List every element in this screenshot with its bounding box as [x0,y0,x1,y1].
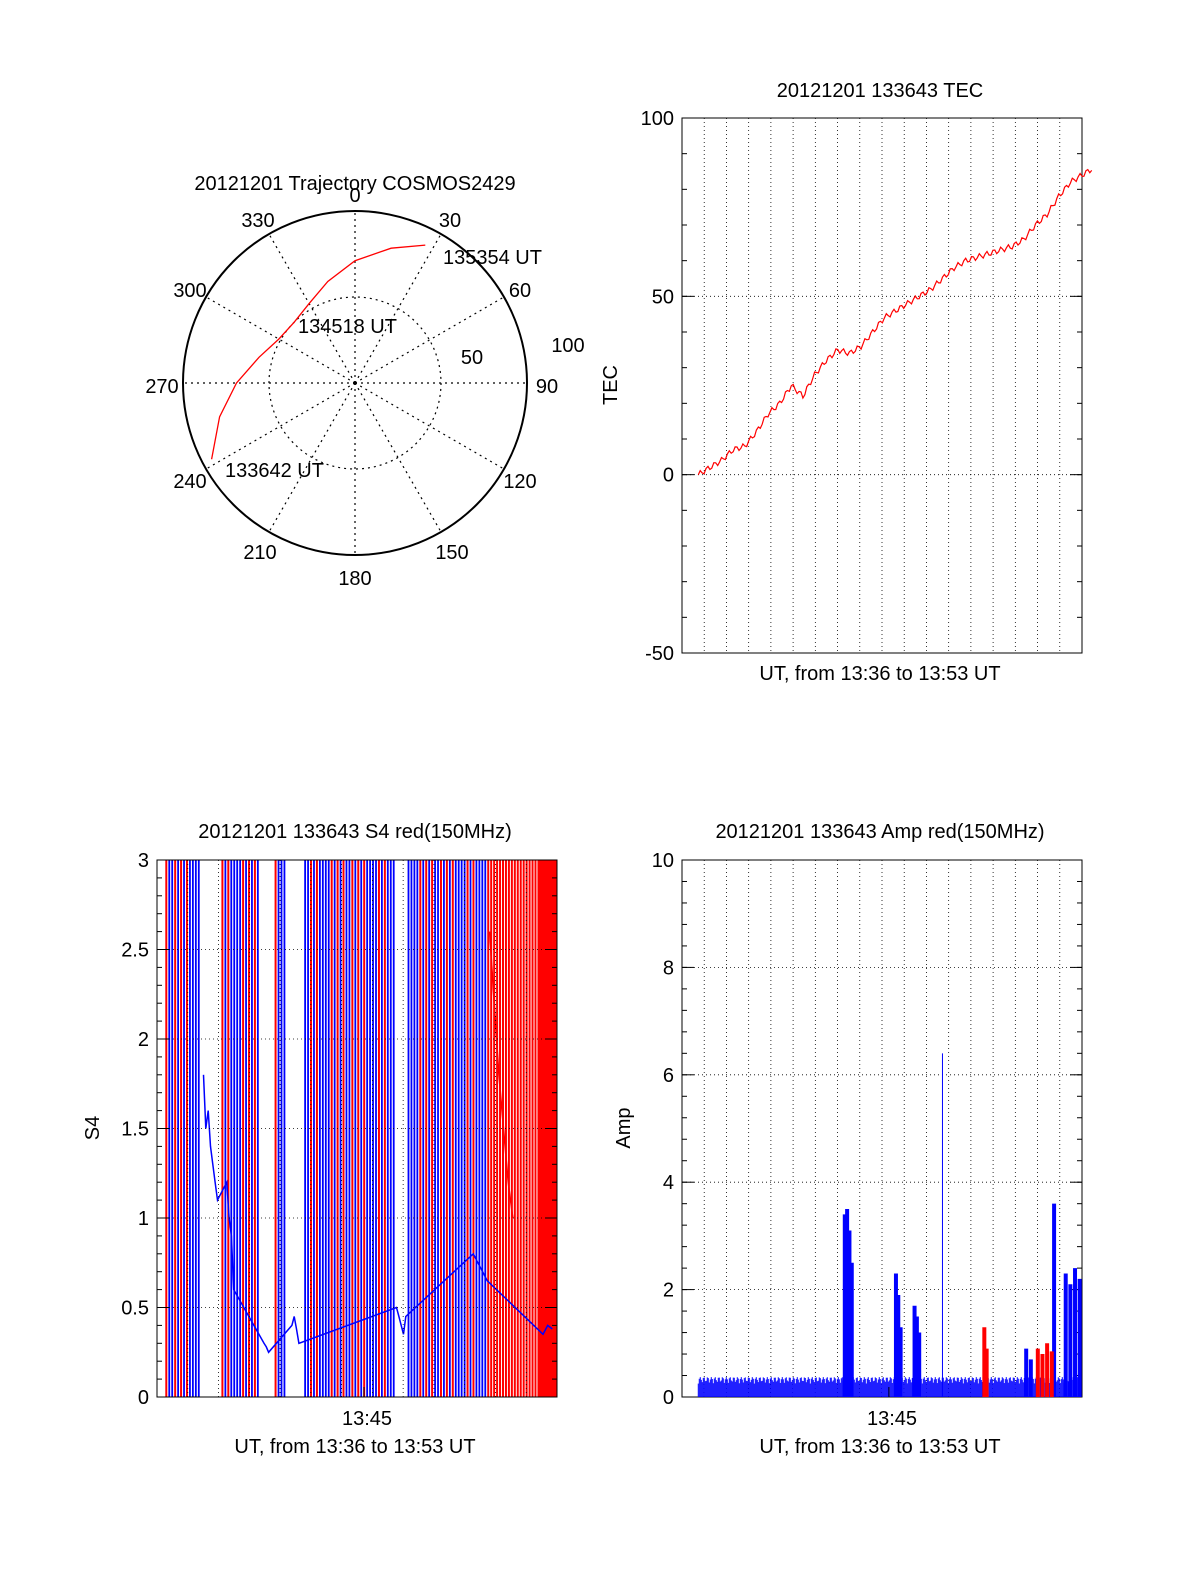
polar-spoke [205,296,356,384]
tec-title: 20121201 133643 TEC [777,80,983,102]
s4-ytick-label: 0 [138,1387,149,1409]
tec-series-line [697,168,1093,475]
polar-angle-label: 210 [243,542,276,564]
polar-angle-label: 60 [509,280,531,302]
s4-ytick-label: 2.5 [121,940,149,962]
polar-time-label: 135354 UT [443,247,542,269]
amp-xlabel: UT, from 13:36 to 13:53 UT [759,1436,1000,1458]
amp-plot: 20121201 133643 Amp red(150MHz) 13:45 UT… [613,821,1083,1458]
amp-title: 20121201 133643 Amp red(150MHz) [715,821,1044,843]
amp-ytick-label: 0 [663,1387,674,1409]
tec-plot: 20121201 133643 TEC UT, from 13:36 to 13… [600,80,1093,685]
amp-ytick-label: 8 [663,957,674,979]
polar-spoke [205,382,356,470]
polar-angle-label: 30 [439,210,461,232]
polar-angle-label: 180 [338,568,371,590]
tec-ytick-label: -50 [645,643,674,665]
amp-ytick-label: 2 [663,1280,674,1302]
s4-title: 20121201 133643 S4 red(150MHz) [198,821,512,843]
amp-ytick-label: 6 [663,1065,674,1087]
s4-ylabel: S4 [82,1116,104,1140]
s4-ytick-label: 2 [138,1029,149,1051]
polar-spoke [354,382,505,470]
polar-angle-label: 0 [349,185,360,207]
polar-spoke [354,233,442,384]
amp-ytick-label: 4 [663,1172,674,1194]
polar-angle-label: 90 [536,376,558,398]
s4-ytick-label: 1 [138,1208,149,1230]
polar-angle-label: 120 [503,471,536,493]
s4-series-blue [202,1074,553,1354]
tec-xlabel: UT, from 13:36 to 13:53 UT [759,663,1000,685]
s4-ytick-label: 0.5 [121,1298,149,1320]
s4-series-red [488,931,514,1219]
amp-xtick: 13:45 [867,1408,917,1430]
amp-ylabel: Amp [613,1107,635,1148]
tec-ytick-label: 100 [641,108,674,130]
polar-time-label: 134518 UT [298,316,397,338]
polar-angle-label: 240 [173,471,206,493]
polar-outer-circle [182,210,528,556]
s4-ytick-label: 3 [138,850,149,872]
amp-ytick-label: 10 [652,850,674,872]
polar-angle-label: 330 [241,210,274,232]
polar-radial-label: 50 [461,347,483,369]
tec-ylabel: TEC [600,365,622,405]
s4-xtick: 13:45 [342,1408,392,1430]
polar-angle-label: 150 [435,542,468,564]
tec-ytick-label: 50 [652,286,674,308]
polar-radial-label: 100 [551,335,584,357]
s4-xlabel: UT, from 13:36 to 13:53 UT [234,1436,475,1458]
polar-spoke [354,382,442,533]
polar-trajectory-line [210,244,426,460]
s4-ytick-label: 1.5 [121,1119,149,1141]
polar-title: 20121201 Trajectory COSMOS2429 [194,173,515,195]
polar-angle-label: 270 [145,376,178,398]
polar-spoke [354,296,505,384]
s4-plot: 20121201 133643 S4 red(150MHz) 13:45 UT,… [82,821,558,1458]
polar-trajectory-plot: 20121201 Trajectory COSMOS2429 0 30 60 90 12… [145,173,584,590]
tec-ytick-label: 0 [663,465,674,487]
polar-angle-label: 300 [173,280,206,302]
polar-spoke [268,382,356,533]
polar-spoke [268,233,356,384]
polar-time-label: 133642 UT [225,460,324,482]
